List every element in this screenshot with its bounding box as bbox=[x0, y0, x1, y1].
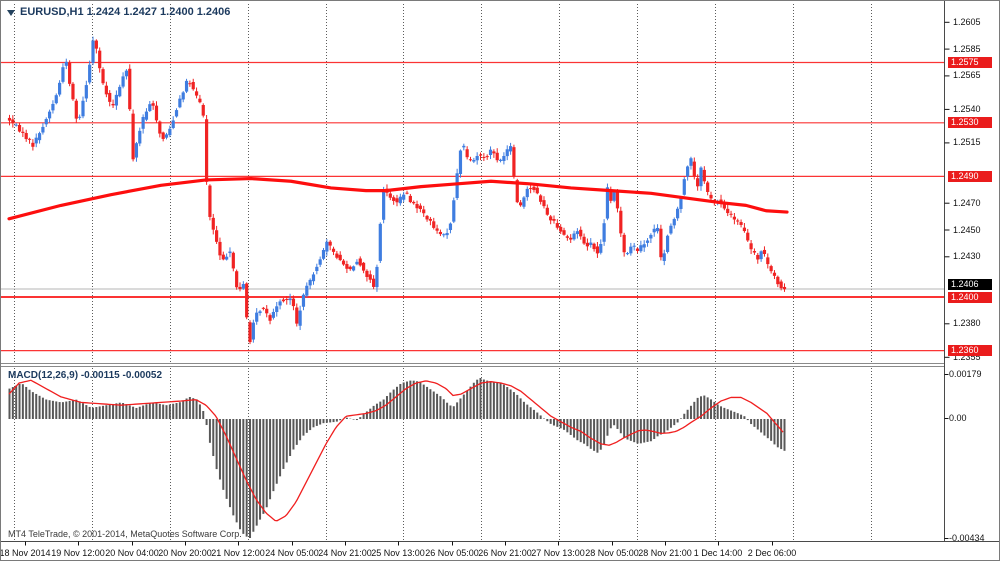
time-axis-label: 20 Nov 04:00 bbox=[105, 548, 159, 558]
time-axis-label: 27 Nov 13:00 bbox=[531, 548, 585, 558]
symbol-menu-arrow-icon[interactable] bbox=[7, 10, 15, 16]
macd-indicator-label: MACD(12,26,9) -0.00115 -0.00052 bbox=[8, 370, 162, 381]
sr-price-tag: 1.2360 bbox=[948, 345, 992, 357]
time-axis-label: 24 Nov 21:00 bbox=[318, 548, 372, 558]
sr-price-tag: 1.2490 bbox=[948, 170, 992, 182]
time-axis-label: 28 Nov 21:00 bbox=[638, 548, 692, 558]
macd-histogram bbox=[8, 377, 786, 539]
chart-title-symbol: EURUSD,H1 bbox=[20, 6, 84, 18]
chart-title: EURUSD,H1 1.2424 1.2427 1.2400 1.2406 bbox=[20, 6, 230, 18]
macd-signal-value: -0.00052 bbox=[122, 370, 163, 381]
candles-layer bbox=[7, 36, 787, 345]
time-axis-label: 1 Dec 14:00 bbox=[693, 548, 743, 558]
current-price-tag: 1.2406 bbox=[948, 279, 992, 291]
time-axis-label: 26 Nov 21:00 bbox=[478, 548, 532, 558]
macd-signal-line bbox=[8, 379, 784, 522]
macd-axis-label: 0.00 bbox=[949, 413, 967, 423]
price-axis-label: 1.2540 bbox=[953, 103, 981, 114]
price-axis-label: 1.2585 bbox=[953, 43, 981, 54]
grid-layer bbox=[14, 4, 872, 540]
terminal-copyright: MT4 TeleTrade, © 2001-2014, MetaQuotes S… bbox=[8, 529, 242, 539]
macd-axis-label: 0.00179 bbox=[949, 369, 982, 379]
time-axis-label: 20 Nov 20:00 bbox=[158, 548, 212, 558]
macd-name: MACD(12,26,9) bbox=[8, 370, 79, 381]
time-axis-label: 19 Nov 12:00 bbox=[51, 548, 105, 558]
price-axis-label: 1.2605 bbox=[953, 16, 981, 27]
ma-line bbox=[7, 176, 789, 221]
sr-price-tag: 1.2400 bbox=[948, 291, 992, 303]
sr-price-tag: 1.2530 bbox=[948, 117, 992, 129]
time-axis-label: 21 Nov 12:00 bbox=[211, 548, 265, 558]
price-axis-label: 1.2565 bbox=[953, 70, 981, 81]
time-axis-label: 18 Nov 2014 bbox=[0, 548, 51, 558]
price-axis-label: 1.2450 bbox=[953, 224, 981, 235]
sr-lines[interactable] bbox=[1, 61, 945, 352]
price-axis-label: 1.2380 bbox=[953, 318, 981, 329]
macd-axis-label: -0.00434 bbox=[949, 533, 985, 543]
time-axis-label: 28 Nov 05:00 bbox=[585, 548, 639, 558]
chart-title-ohlc: 1.2424 1.2427 1.2400 1.2406 bbox=[86, 6, 231, 18]
time-axis-label: 26 Nov 05:00 bbox=[425, 548, 479, 558]
macd-value: -0.00115 bbox=[80, 370, 120, 381]
time-axis-label: 2 Dec 06:00 bbox=[747, 548, 797, 558]
price-axis-label: 1.2515 bbox=[953, 137, 981, 148]
time-axis-label: 25 Nov 13:00 bbox=[371, 548, 425, 558]
sr-price-tag: 1.2575 bbox=[948, 57, 992, 68]
price-axis-label: 1.2470 bbox=[953, 197, 981, 208]
price-axis-label: 1.2430 bbox=[953, 251, 981, 262]
chart-frame bbox=[1, 1, 999, 546]
price-axis-label: 1.2355 bbox=[953, 351, 981, 362]
time-axis-label: 24 Nov 05:00 bbox=[265, 548, 319, 558]
